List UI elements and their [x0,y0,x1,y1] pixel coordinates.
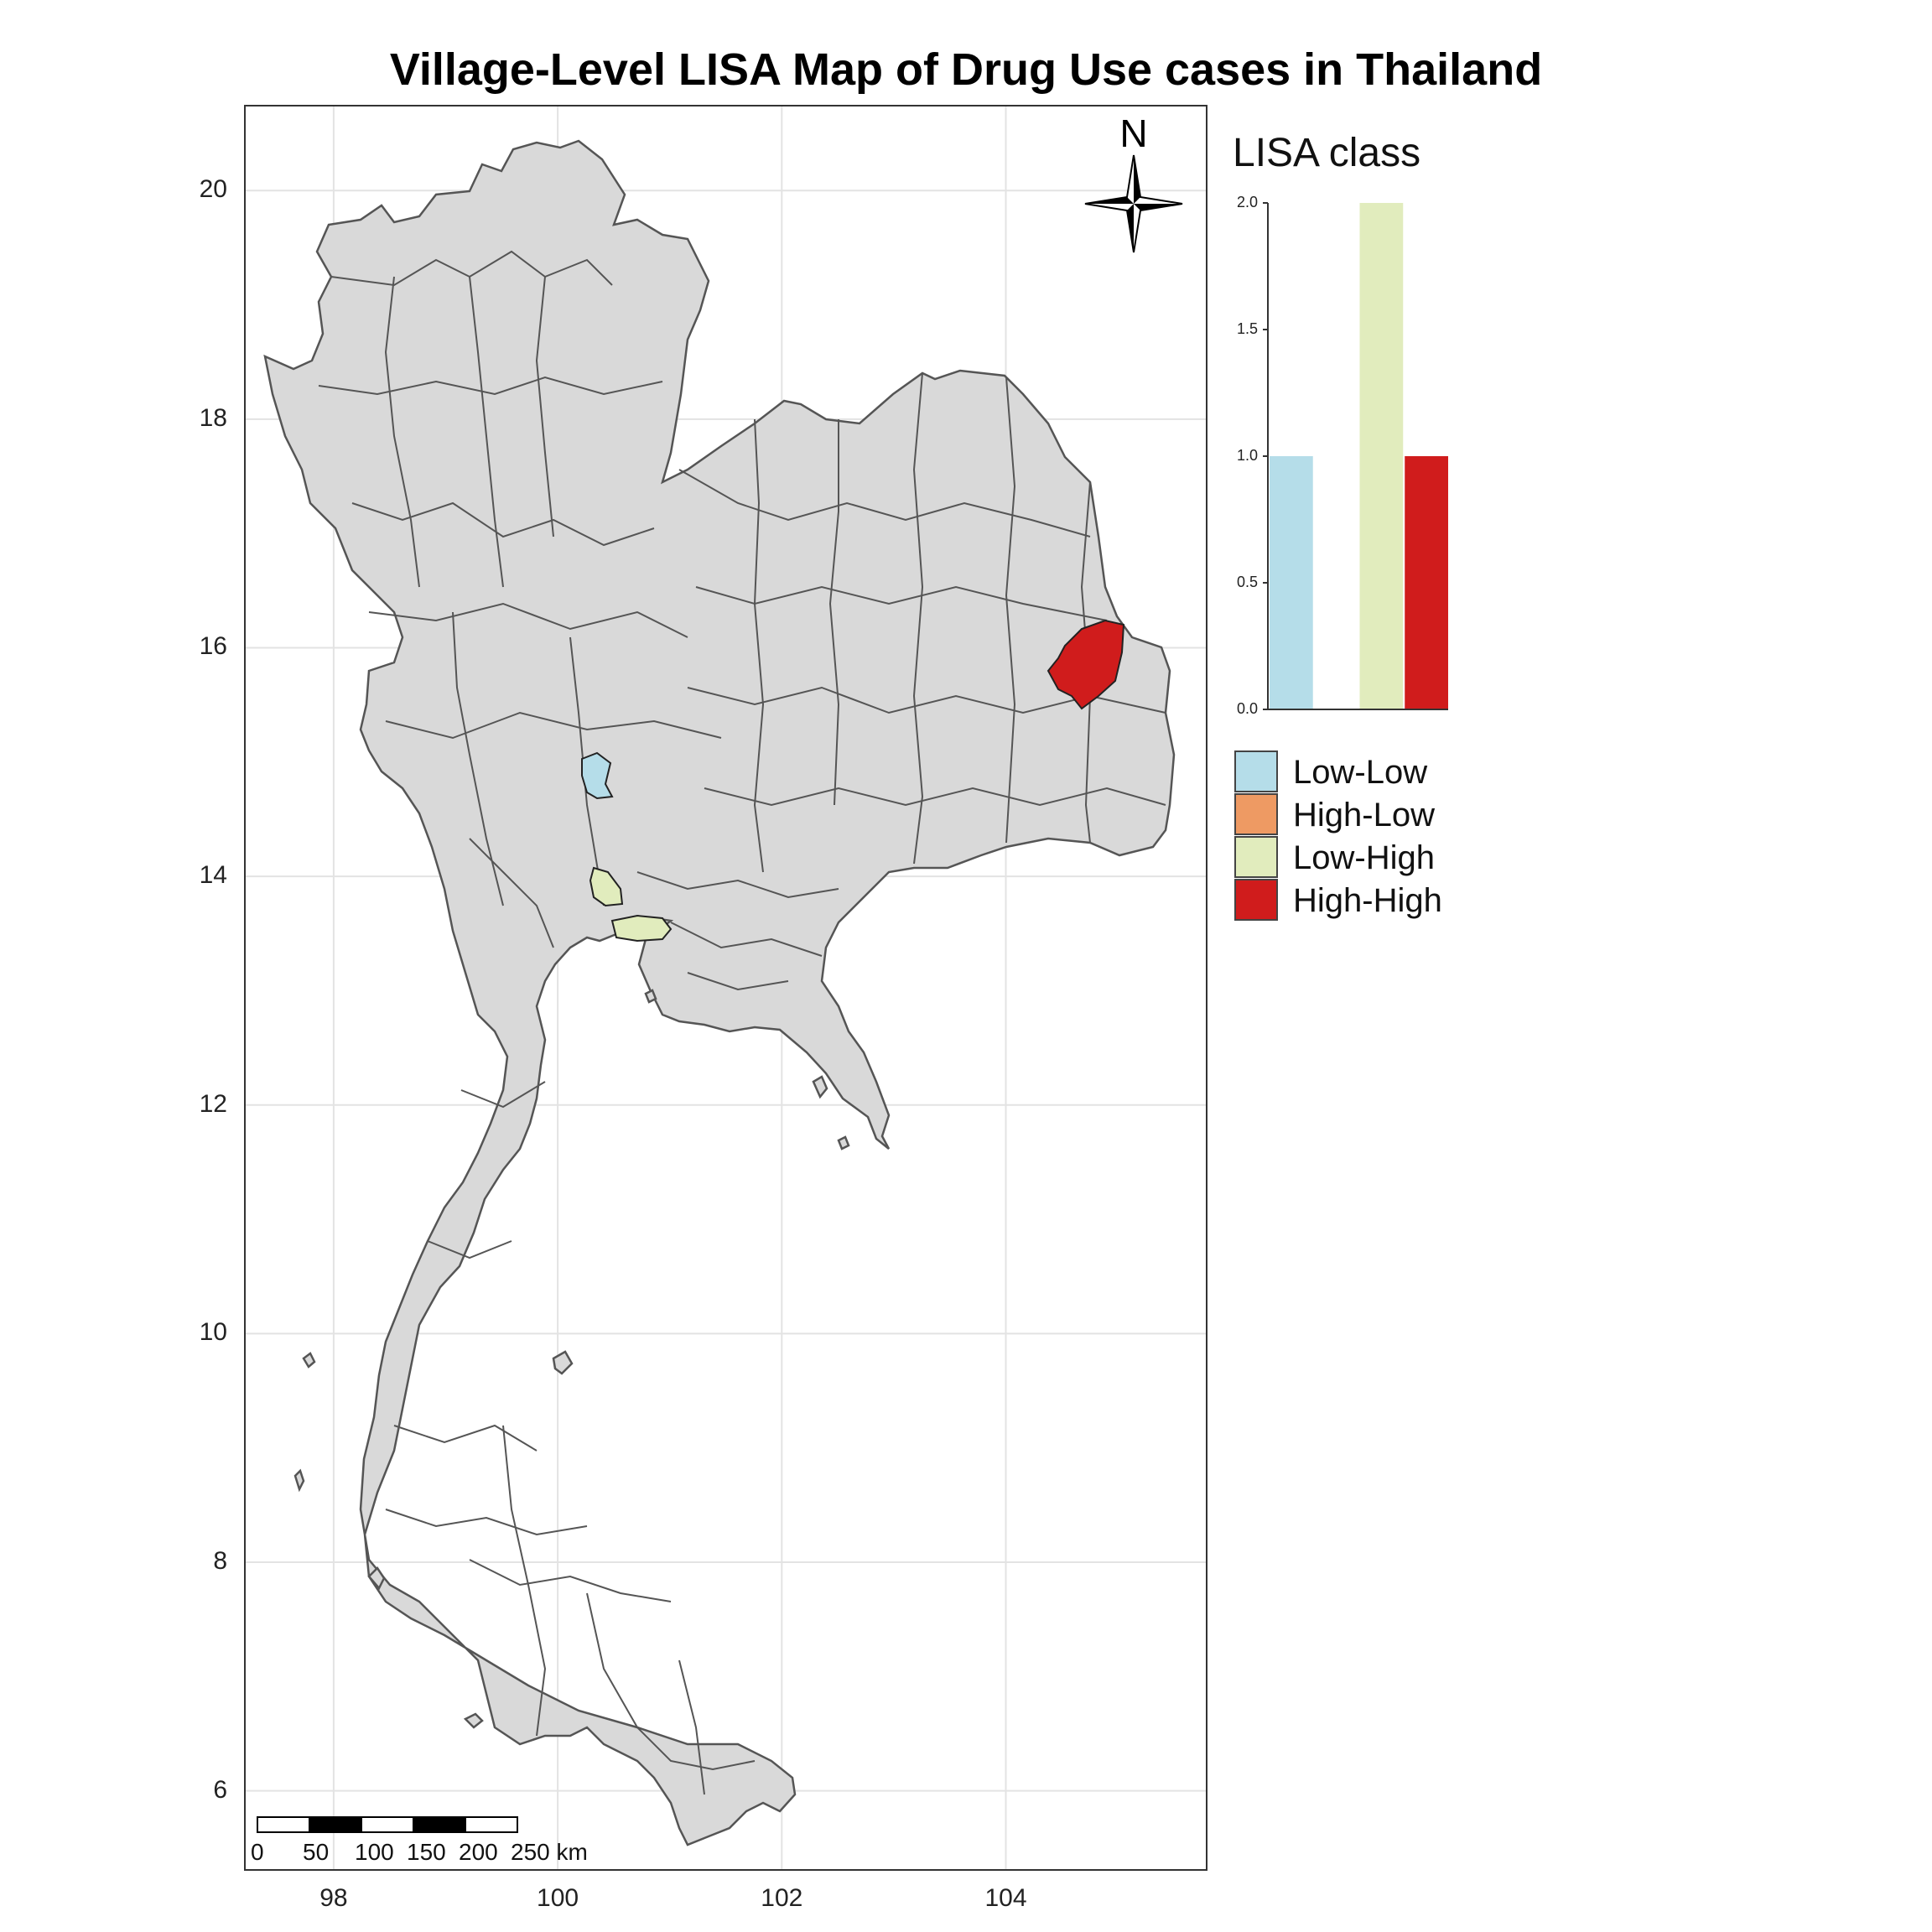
province-boundary [460,1081,546,1109]
island [552,1350,574,1375]
bar-y-tick-label: 0.0 [1236,700,1258,717]
scale-bar [257,1816,518,1833]
bar-high-high [1405,456,1448,709]
y-tick-label: 14 [199,861,227,890]
province-boundary [828,419,840,806]
north-label: N [1119,112,1148,155]
y-tick-label: 12 [199,1089,227,1118]
lisa-region-low-high [589,866,624,907]
map-frame [244,105,1208,1871]
scale-bar-label: 0 [251,1839,264,1865]
lisa-region-high-high [1046,619,1125,710]
province-boundary [469,1559,672,1602]
province-boundary [1005,377,1016,844]
province-boundary [502,1425,547,1737]
y-tick-label: 20 [199,175,227,204]
island [293,1468,305,1493]
y-tick-label: 16 [199,632,227,661]
province-boundary [469,838,554,948]
province-boundary [385,711,722,740]
province-boundary [636,1727,756,1771]
province-boundary [368,602,688,638]
bar-low-low [1270,456,1313,709]
province-boundary [384,276,420,588]
province-boundary [330,250,613,287]
bar-y-tick-label: 0.5 [1236,574,1258,590]
province-boundary [678,1659,705,1795]
north-arrow-icon [1084,154,1183,253]
scale-bar-label: 200 [459,1839,498,1865]
province-boundary [670,922,823,957]
lisa-region-low-high [610,914,673,943]
thailand-landmass [263,139,1176,1846]
province-boundary [586,1592,638,1728]
legend-label: Low-High [1293,839,1435,876]
province-boundary [318,376,663,396]
island [302,1352,316,1368]
compass-star-shade [1085,155,1182,252]
legend-title: LISA class [1233,131,1421,175]
island [463,1712,484,1729]
province-boundary [678,469,1091,538]
province-boundary [753,418,765,873]
province-boundary [704,787,1166,807]
province-boundary [636,871,839,899]
province-boundary [687,972,789,991]
y-tick-label: 10 [199,1318,227,1347]
legend-swatch [1234,750,1278,792]
scale-bar-label: 100 [355,1839,394,1865]
y-tick-label: 8 [213,1546,227,1575]
bar-y-tick-label: 1.5 [1236,320,1258,337]
legend-label: High-High [1293,882,1442,919]
province-boundary [912,372,924,865]
y-tick-label: 6 [213,1775,227,1804]
bar-low-high [1359,203,1404,709]
island [837,1135,850,1150]
x-tick-label: 104 [984,1884,1027,1912]
scale-bar-segment [465,1816,518,1833]
province-boundary [427,1240,512,1259]
bar-y-tick-label: 2.0 [1236,194,1258,210]
province-boundary [351,501,655,547]
x-tick-label: 100 [537,1884,579,1912]
legend-label: High-Low [1293,797,1435,834]
legend-swatch [1234,879,1278,921]
lisa-highlight-regions [581,619,1125,943]
y-tick-label: 18 [199,403,227,432]
province-boundaries [318,250,1166,1795]
x-tick-label: 102 [761,1884,803,1912]
bar-y-tick-label: 1.0 [1236,447,1258,464]
island [367,1566,386,1591]
thailand-mainland [263,139,1176,1846]
province-boundary [469,276,504,588]
scale-bar-label: 50 [303,1839,330,1865]
legend-swatch [1234,793,1278,835]
scale-bar-label: 250 km [511,1839,588,1865]
legend-swatch [1234,836,1278,878]
lisa-region-low-low [581,751,614,800]
province-boundary [385,1509,588,1536]
province-boundary [393,1424,538,1452]
x-tick-label: 98 [319,1884,348,1912]
island [644,989,657,1004]
island [812,1075,828,1099]
map-title: Village-Level LISA Map of Drug Use cases… [389,44,1543,95]
province-boundary [535,276,554,538]
scale-bar-label: 150 [407,1839,446,1865]
legend-label: Low-Low [1293,754,1428,791]
